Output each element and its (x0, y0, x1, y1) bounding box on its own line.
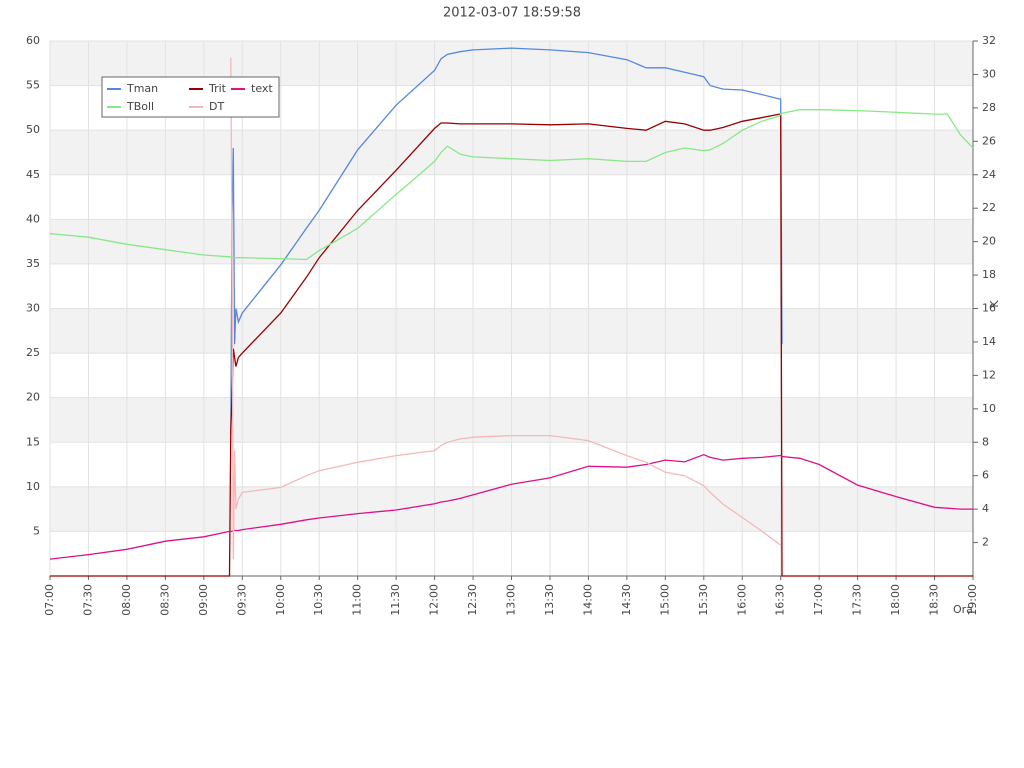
series-line (230, 57, 782, 560)
y2-tick-label: 8 (982, 435, 989, 448)
y-tick-label: 5 (33, 524, 40, 537)
x-tick-label: 10:30 (312, 584, 325, 616)
y-tick-label: 20 (26, 391, 40, 404)
x-tick-label: 13:30 (543, 584, 556, 616)
y-tick-label: 15 (26, 435, 40, 448)
y2-tick-label: 30 (982, 67, 996, 80)
y-tick-label: 40 (26, 212, 40, 225)
y2-tick-label: 20 (982, 235, 996, 248)
legend-label: TBoll (126, 100, 154, 113)
legend-label: DT (209, 100, 224, 113)
y2-tick-label: 16 (982, 302, 996, 315)
x-tick-label: 15:00 (658, 584, 671, 616)
x-tick-label: 17:30 (851, 584, 864, 616)
x-tick-label: 07:30 (81, 584, 94, 616)
x-axis-label: Ora (953, 603, 973, 616)
x-tick-label: 18:00 (889, 584, 902, 616)
y-tick-label: 50 (26, 123, 40, 136)
x-tick-label: 14:30 (620, 584, 633, 616)
legend-label: text (251, 82, 273, 95)
y2-tick-label: 2 (982, 536, 989, 549)
legend-box (101, 76, 280, 118)
y2-tick-label: 10 (982, 402, 996, 415)
y2-tick-label: 26 (982, 134, 996, 147)
y2-tick-label: 18 (982, 268, 996, 281)
legend: Tman Trit text TBoll DT (101, 76, 280, 118)
x-tick-label: 16:30 (774, 584, 787, 616)
y2-tick-label: 28 (982, 101, 996, 114)
x-tick-label: 11:30 (389, 584, 402, 616)
y2-tick-label: 22 (982, 201, 996, 214)
y-tick-label: 55 (26, 79, 40, 92)
y2-tick-label: 6 (982, 469, 989, 482)
x-tick-label: 14:00 (581, 584, 594, 616)
x-tick-label: 09:30 (235, 584, 248, 616)
y-tick-label: 45 (26, 168, 40, 181)
x-tick-label: 08:30 (158, 584, 171, 616)
chart-title: 2012-03-07 18:59:58 (443, 6, 581, 21)
legend-label: Tman (126, 82, 158, 95)
x-tick-label: 18:30 (928, 584, 941, 616)
x-tick-label: 17:00 (812, 584, 825, 616)
x-tick-label: 12:30 (466, 584, 479, 616)
y-tick-label: 30 (26, 302, 40, 315)
y2-tick-label: 14 (982, 335, 996, 348)
x-tick-label: 07:00 (43, 584, 56, 616)
y2-tick-label: 12 (982, 368, 996, 381)
x-tick-label: 12:00 (428, 584, 441, 616)
legend-label: Trit (208, 82, 227, 95)
x-tick-label: 10:00 (274, 584, 287, 616)
x-tick-label: 16:00 (735, 584, 748, 616)
x-tick-label: 08:00 (120, 584, 133, 616)
series-line (230, 47, 783, 434)
y2-tick-label: 32 (982, 34, 996, 47)
y2-tick-label: 4 (982, 502, 989, 515)
y-tick-label: 25 (26, 346, 40, 359)
y-tick-label: 35 (26, 257, 40, 270)
x-tick-label: 11:00 (351, 584, 364, 616)
x-tick-label: 19:00 (966, 584, 979, 616)
y-tick-label: 60 (26, 34, 40, 47)
x-tick-label: 15:30 (697, 584, 710, 616)
x-tick-label: 13:00 (505, 584, 518, 616)
y-tick-label: 10 (26, 480, 40, 493)
y2-axis-label: K (988, 300, 1001, 308)
y2-tick-label: 24 (982, 168, 996, 181)
x-tick-label: 09:00 (197, 584, 210, 616)
